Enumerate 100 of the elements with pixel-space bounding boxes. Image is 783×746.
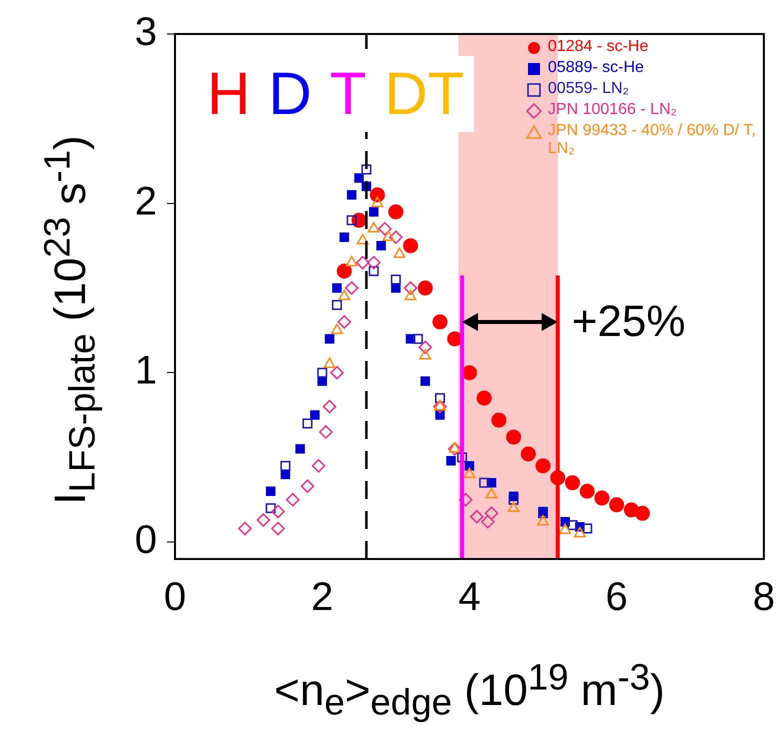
point bbox=[389, 230, 403, 244]
point bbox=[520, 446, 536, 462]
point bbox=[508, 494, 519, 505]
point bbox=[366, 256, 380, 270]
point bbox=[378, 222, 392, 236]
point bbox=[302, 418, 312, 429]
point bbox=[420, 376, 430, 386]
point bbox=[634, 506, 650, 521]
point bbox=[344, 281, 358, 295]
point bbox=[403, 238, 418, 254]
legend-label: 00559- LN₂ bbox=[548, 80, 629, 98]
point bbox=[391, 283, 401, 293]
point bbox=[434, 400, 446, 410]
point bbox=[594, 490, 610, 506]
point bbox=[382, 230, 394, 241]
point bbox=[361, 164, 372, 174]
point bbox=[368, 222, 380, 233]
point bbox=[256, 513, 270, 527]
x-tick-label: 4 bbox=[458, 575, 481, 620]
annotation: H bbox=[207, 60, 250, 127]
point bbox=[354, 173, 364, 183]
point bbox=[338, 290, 350, 300]
point bbox=[300, 479, 314, 493]
point bbox=[484, 506, 498, 520]
legend-label: 05889- sc-He bbox=[548, 59, 644, 77]
point bbox=[481, 514, 495, 528]
point bbox=[412, 334, 423, 344]
point bbox=[580, 484, 595, 499]
point bbox=[330, 324, 343, 334]
point bbox=[346, 215, 357, 226]
point bbox=[470, 510, 484, 524]
legend-label: JPN 100166 - LN₂ bbox=[548, 101, 677, 119]
point bbox=[346, 190, 356, 200]
annotation: D bbox=[268, 60, 312, 127]
y-tick-label: 2 bbox=[134, 179, 157, 224]
point bbox=[368, 266, 379, 276]
annotation: +25% bbox=[572, 296, 686, 347]
point bbox=[404, 290, 416, 300]
point bbox=[312, 459, 326, 473]
point bbox=[448, 442, 462, 456]
point bbox=[310, 410, 320, 420]
x-tick-label: 0 bbox=[164, 575, 186, 620]
point bbox=[582, 524, 592, 534]
point bbox=[356, 234, 369, 244]
point bbox=[330, 366, 344, 380]
point bbox=[463, 468, 476, 478]
point bbox=[271, 522, 285, 536]
point bbox=[609, 497, 624, 512]
point bbox=[340, 232, 350, 242]
point bbox=[369, 207, 378, 217]
point bbox=[324, 334, 334, 344]
point bbox=[457, 452, 468, 462]
point bbox=[388, 204, 404, 220]
y-tick-label: 0 bbox=[134, 518, 157, 562]
point bbox=[286, 492, 300, 506]
point bbox=[317, 376, 327, 386]
point bbox=[346, 256, 358, 266]
point bbox=[317, 368, 328, 378]
legend-label: JPN 99433 - 40% / 60% D/ T, LN₂ bbox=[548, 122, 757, 158]
point bbox=[564, 475, 580, 490]
point bbox=[418, 340, 432, 354]
x-tick-label: 6 bbox=[606, 575, 628, 620]
text: <n$_{e}$>$_{edge}$ (10$^{19}$ m$^{-3}$) bbox=[274, 656, 665, 723]
point bbox=[394, 247, 406, 258]
point bbox=[338, 315, 352, 329]
y-tick-label: 3 bbox=[134, 10, 157, 54]
point bbox=[356, 256, 370, 270]
point bbox=[446, 456, 456, 466]
x-tick-label: 2 bbox=[311, 575, 334, 620]
point bbox=[479, 478, 490, 488]
point bbox=[295, 444, 305, 454]
point bbox=[319, 425, 333, 439]
point bbox=[433, 400, 447, 414]
legend-label: 01284 - sc-He bbox=[548, 38, 648, 56]
point bbox=[536, 458, 551, 474]
point bbox=[419, 349, 432, 360]
point bbox=[370, 187, 385, 202]
point bbox=[371, 196, 384, 208]
point bbox=[435, 393, 445, 404]
point bbox=[568, 520, 578, 530]
point bbox=[390, 274, 401, 285]
point bbox=[332, 283, 342, 293]
point bbox=[238, 522, 252, 536]
point bbox=[336, 264, 352, 279]
point bbox=[404, 281, 418, 295]
point bbox=[506, 430, 522, 445]
y-tick-label: 1 bbox=[134, 348, 157, 393]
point bbox=[271, 504, 285, 518]
point bbox=[322, 400, 336, 414]
point bbox=[266, 503, 276, 514]
annotation: DT bbox=[384, 60, 464, 127]
point bbox=[447, 331, 462, 346]
point bbox=[432, 314, 448, 330]
point bbox=[332, 300, 342, 310]
point bbox=[491, 412, 506, 428]
annotation: T bbox=[330, 60, 366, 127]
point bbox=[448, 442, 461, 453]
point bbox=[266, 486, 276, 496]
point bbox=[280, 460, 290, 471]
point bbox=[418, 280, 433, 296]
